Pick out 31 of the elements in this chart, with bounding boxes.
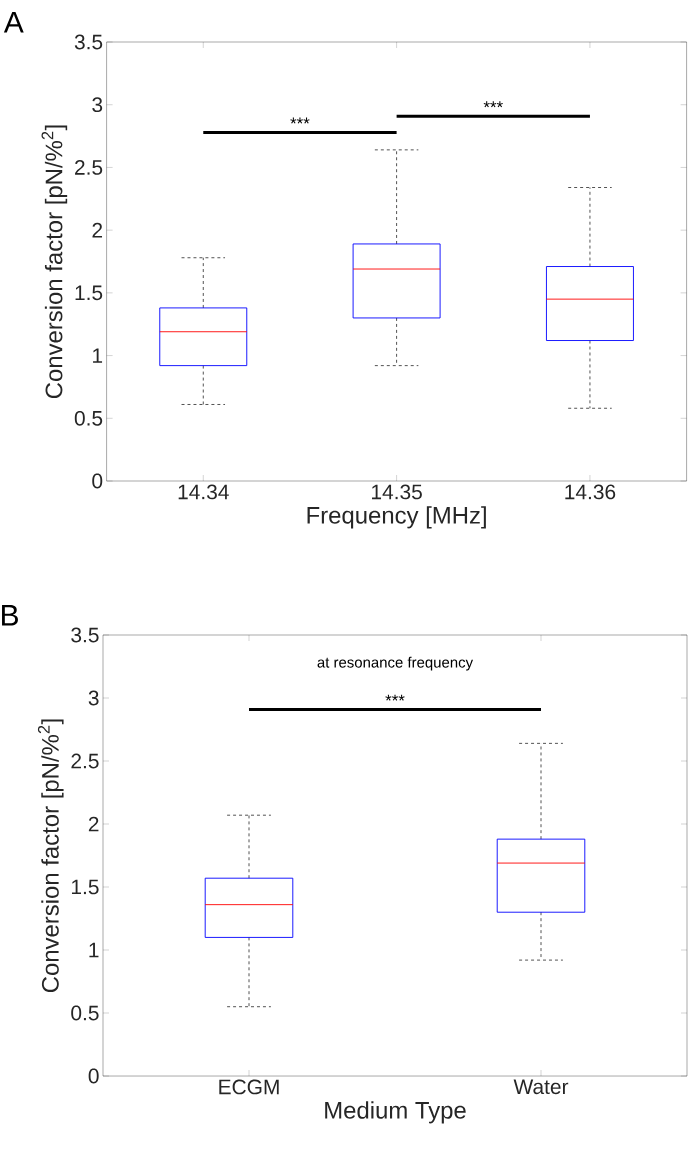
y-tick-label: 3 xyxy=(88,690,99,706)
y-tick-label: 1 xyxy=(93,348,103,363)
x-tick-label: 14.35 xyxy=(372,484,422,500)
y-axis-title: Conversion factor [pN/%$^{2}$] xyxy=(41,125,68,399)
x-tick-label: Water xyxy=(513,1079,569,1095)
x-axis-title: Frequency [MHz] xyxy=(307,506,486,529)
y-tick-label: 3 xyxy=(92,97,103,113)
chart-title: B xyxy=(2,604,18,626)
y-tick-label: 1.5 xyxy=(75,285,103,301)
y-tick-label: 0 xyxy=(92,473,103,489)
x-tick-label: ECGM xyxy=(219,1079,279,1095)
chart-title: A xyxy=(3,11,24,33)
y-tick-label: 0.5 xyxy=(71,1005,99,1021)
x-tick-label: 14.34 xyxy=(178,484,229,500)
y-tick-label: 1.5 xyxy=(71,879,99,895)
y-tick-label: 2 xyxy=(92,222,103,238)
y-tick-label: 3.5 xyxy=(71,627,99,643)
y-axis-title: Conversion factor [pN/%$^{2}$] xyxy=(37,719,64,993)
y-tick-label: 2.5 xyxy=(71,753,99,769)
annotation: *** xyxy=(483,101,503,108)
x-axis-title: Medium Type xyxy=(325,1101,466,1124)
annotation: *** xyxy=(290,117,310,124)
text: at resonance frequency xyxy=(317,656,474,671)
y-tick-label: 2.5 xyxy=(75,160,103,175)
y-tick-label: 1 xyxy=(89,942,99,958)
y-tick-label: 3.5 xyxy=(74,34,103,50)
y-tick-label: 0 xyxy=(88,1068,99,1084)
x-tick-label: 14.36 xyxy=(565,484,616,500)
y-tick-label: 2 xyxy=(88,816,99,832)
y-tick-label: 0.5 xyxy=(74,410,103,426)
annotation: *** xyxy=(385,694,405,701)
